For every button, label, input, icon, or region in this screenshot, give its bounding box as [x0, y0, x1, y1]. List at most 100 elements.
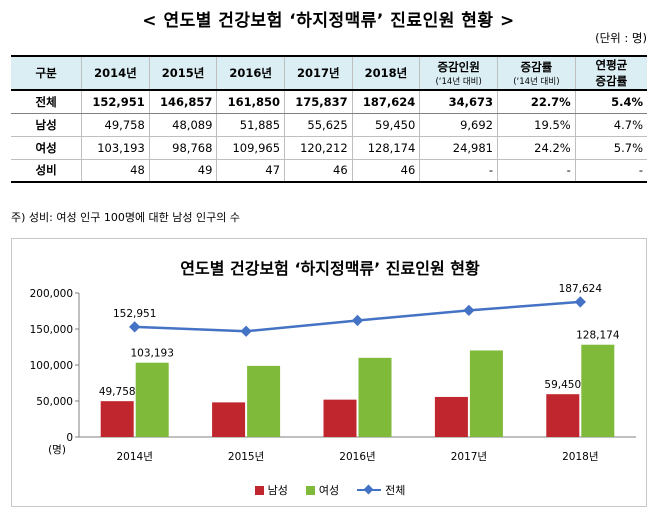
table-cell: 5.4%	[574, 89, 647, 114]
footnote: 주) 성비: 여성 인구 100명에 대한 남성 인구의 수	[11, 211, 241, 224]
total-point	[129, 321, 141, 333]
table-cell: 49,758	[81, 112, 150, 137]
bar-female	[358, 357, 392, 437]
x-tick-label: 2018년	[562, 451, 598, 463]
legend-label: 여성	[318, 484, 340, 497]
header-cell: 증감률 (‘14년 대비)	[497, 55, 576, 91]
table-cell: 34,673	[419, 89, 498, 114]
table-cell: 120,212	[284, 135, 353, 160]
page-title: < 연도별 건강보험 ‘하지정맥류’ 진료인원 현황 >	[142, 11, 515, 31]
header-cell: 2018년	[351, 55, 421, 91]
table-cell: 24,981	[419, 135, 498, 160]
bar-male	[434, 396, 468, 437]
table-cell: 146,857	[148, 89, 218, 114]
table-cell: 51,885	[216, 112, 286, 137]
x-tick-label: 2015년	[228, 451, 264, 463]
total-point	[240, 325, 252, 337]
data-label: 152,951	[113, 308, 156, 320]
total-point	[351, 314, 364, 327]
header-cell: 연평균 증감률	[574, 55, 647, 91]
bar-male	[323, 399, 357, 437]
header-cell: 2017년	[284, 55, 353, 91]
data-label: 59,450	[544, 379, 581, 391]
stats-table: 구분 2014년 2015년 2016년 2017년 2018년 증감인원 (‘1…	[11, 55, 647, 183]
table-cell: 59,450	[351, 112, 421, 137]
legend-color-swatch	[254, 485, 264, 495]
header-sub: 증감률	[595, 74, 628, 88]
table-cell: 9,692	[419, 112, 498, 137]
bar-male	[546, 394, 580, 437]
total-point	[463, 304, 475, 317]
chart-title: 연도별 건강보험 ‘하지정맥류’ 진료인원 현황	[180, 259, 480, 278]
table-cell: 46	[284, 158, 353, 183]
data-label: 49,758	[99, 386, 136, 398]
data-label: 128,174	[576, 330, 620, 342]
legend-item: 전체	[357, 482, 405, 498]
chart-legend: 남성 여성 전체	[12, 482, 648, 498]
bar-female	[469, 350, 503, 437]
bar-male	[212, 402, 246, 437]
unit-label: (단위 : 명)	[595, 31, 647, 45]
table-cell: 24.2%	[497, 135, 576, 160]
bar-female	[135, 362, 169, 437]
table-cell: 5.7%	[574, 135, 647, 160]
table-cell: 49	[148, 158, 218, 183]
y-tick-label: 200,000	[30, 288, 73, 300]
y-tick-label: 100,000	[30, 360, 73, 372]
data-label: 187,624	[559, 283, 603, 295]
row-label: 전체	[11, 89, 83, 114]
table-cell: 152,951	[81, 89, 150, 114]
header-cell: 구분	[11, 55, 83, 91]
table-cell: -	[497, 158, 576, 183]
legend-item: 남성	[254, 482, 288, 498]
row-label: 성비	[11, 158, 83, 183]
table-cell: 109,965	[216, 135, 286, 160]
header-sub: (‘14년 대비)	[513, 77, 560, 87]
row-label: 여성	[11, 135, 83, 160]
y-axis-unit: (명)	[48, 444, 66, 456]
header-sub: (‘14년 대비)	[435, 77, 482, 87]
bar-male	[100, 401, 134, 437]
bar-female	[247, 365, 281, 437]
table-cell: 103,193	[81, 135, 150, 160]
table-cell: -	[419, 158, 498, 183]
table-cell: 4.7%	[574, 112, 647, 137]
table-cell: 48,089	[148, 112, 218, 137]
table-row: 여성 103,193 98,768 109,965 120,212 128,174 24,9…	[11, 135, 647, 160]
table-cell: -	[574, 158, 647, 183]
table-cell: 55,625	[284, 112, 353, 137]
header-cell: 증감인원 (‘14년 대비)	[419, 55, 498, 91]
table-cell: 48	[81, 158, 150, 183]
table-row: 남성 49,758 48,089 51,885 55,625 59,450 9,692 19.…	[11, 112, 647, 137]
table-cell: 46	[351, 158, 421, 183]
header-cell: 2016년	[216, 55, 286, 91]
table-cell: 98,768	[148, 135, 218, 160]
y-tick-label: 0	[66, 432, 73, 444]
table-cell: 19.5%	[497, 112, 576, 137]
x-tick-label: 2016년	[339, 451, 375, 463]
table-cell: 47	[216, 158, 286, 183]
legend-label: 남성	[267, 484, 288, 497]
header-cell: 2015년	[148, 55, 218, 91]
y-tick-label: 50,000	[36, 396, 73, 408]
table-header-row: 구분 2014년 2015년 2016년 2017년 2018년 증감인원 (‘1…	[11, 55, 647, 91]
bar-female	[581, 344, 615, 437]
table-cell: 161,850	[216, 89, 286, 114]
table-cell: 22.7%	[497, 89, 576, 114]
legend-color-swatch	[305, 485, 315, 495]
table-cell: 187,624	[351, 89, 421, 114]
row-label: 남성	[11, 112, 83, 137]
table-cell: 128,174	[351, 135, 421, 160]
chart-panel: 연도별 건강보험 ‘하지정맥류’ 진료인원 현황 0 50,000 100,000 1…	[11, 238, 647, 507]
chart-plot: 0 50,000 100,000 150,000 200,000 (명) 2014년 2015…	[30, 283, 636, 463]
header-cell: 2014년	[81, 55, 150, 91]
y-tick-label: 150,000	[30, 324, 73, 336]
x-tick-label: 2014년	[117, 451, 153, 463]
table-row: 성비 48 49 47 46 46- - -	[11, 158, 647, 183]
legend-line-swatch	[357, 485, 382, 495]
table-cell: 175,837	[284, 89, 353, 114]
data-label: 103,193	[130, 348, 173, 360]
table-row: 전체 152,951 146,857 161,850 175,837 187,624 34,…	[11, 89, 647, 114]
legend-item: 여성	[305, 482, 340, 498]
x-tick-label: 2017년	[451, 451, 487, 463]
